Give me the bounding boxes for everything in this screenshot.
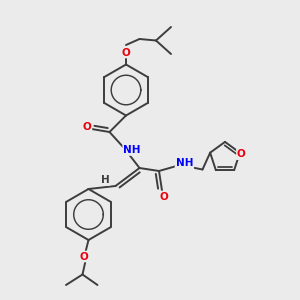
Text: O: O [237,149,246,159]
Text: O: O [122,47,130,58]
Text: H: H [100,175,109,185]
Text: O: O [159,191,168,202]
Text: N: N [176,160,184,170]
Text: H: H [182,160,191,170]
Text: NH: NH [123,145,141,155]
Text: O: O [82,122,91,133]
Text: NH: NH [176,158,193,169]
Text: O: O [80,251,88,262]
